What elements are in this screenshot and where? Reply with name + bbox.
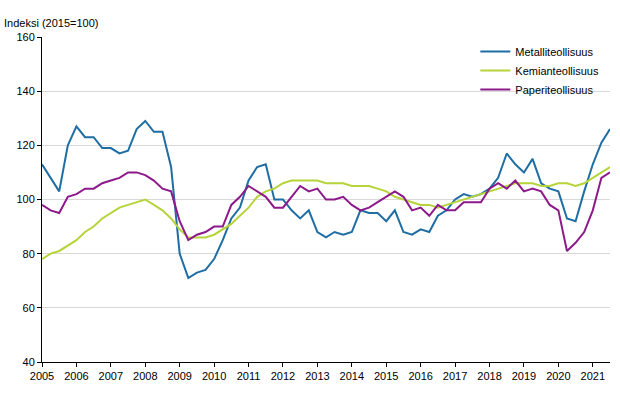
svg-text:140: 140 <box>16 85 34 97</box>
svg-text:2015: 2015 <box>374 370 398 382</box>
svg-text:2010: 2010 <box>202 370 226 382</box>
svg-text:2021: 2021 <box>581 370 605 382</box>
svg-text:2007: 2007 <box>99 370 123 382</box>
svg-text:2020: 2020 <box>546 370 570 382</box>
svg-text:Kemianteollisuus: Kemianteollisuus <box>515 65 599 77</box>
svg-text:2011: 2011 <box>237 370 261 382</box>
svg-text:2009: 2009 <box>167 370 191 382</box>
svg-text:120: 120 <box>16 139 34 151</box>
svg-text:80: 80 <box>23 248 35 260</box>
svg-text:100: 100 <box>16 193 34 205</box>
svg-text:Indeksi (2015=100): Indeksi (2015=100) <box>4 17 98 29</box>
svg-text:2014: 2014 <box>340 370 364 382</box>
svg-text:2012: 2012 <box>271 370 295 382</box>
svg-text:Paperiteollisuus: Paperiteollisuus <box>515 84 593 96</box>
svg-text:Metalliteollisuus: Metalliteollisuus <box>515 46 593 58</box>
svg-text:2018: 2018 <box>477 370 501 382</box>
svg-text:160: 160 <box>16 31 34 43</box>
svg-text:2019: 2019 <box>512 370 536 382</box>
svg-text:40: 40 <box>23 356 35 368</box>
svg-text:2016: 2016 <box>408 370 432 382</box>
svg-text:2008: 2008 <box>133 370 157 382</box>
svg-text:2005: 2005 <box>30 370 54 382</box>
svg-text:2013: 2013 <box>305 370 329 382</box>
svg-text:60: 60 <box>23 302 35 314</box>
svg-text:2006: 2006 <box>64 370 88 382</box>
svg-text:2017: 2017 <box>443 370 467 382</box>
